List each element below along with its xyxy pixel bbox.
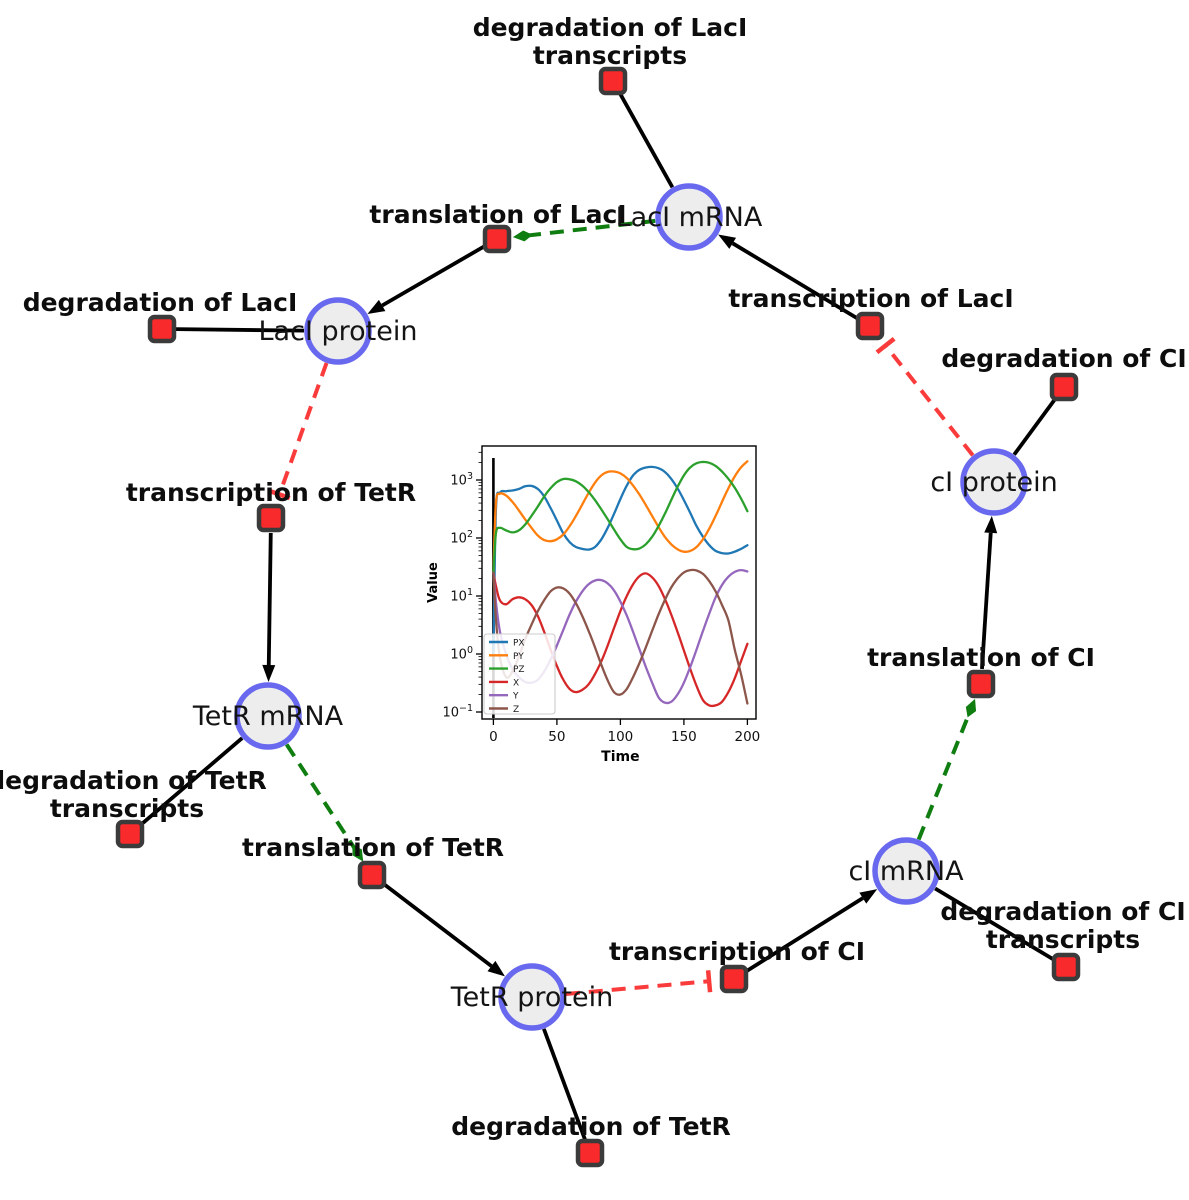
plot-series-Z — [492, 568, 749, 705]
edge-LacI_protein-transcription_TetR — [277, 362, 329, 496]
reaction-node-deg_TetR — [575, 1138, 605, 1168]
edge-transcription_CI-cI_mRNA-arrowhead-icon — [859, 889, 878, 904]
nodes-layer — [115, 66, 1081, 1168]
x-axis-label: Time — [601, 749, 639, 765]
labels-layer: degradation of LacItranscriptstranslatio… — [0, 13, 1187, 1141]
reaction-label-deg_CI_tx: degradation of CI — [940, 897, 1185, 926]
plot-series-PX — [492, 465, 749, 656]
edge-translation_CI-cI_protein — [980, 532, 993, 670]
x-tick-label: 100 — [608, 729, 634, 745]
y-tick-label: 103 — [450, 471, 473, 489]
legend-label-Z: Z — [513, 705, 519, 715]
legend-label-X: X — [513, 678, 519, 688]
species-label-cI_protein: cI protein — [930, 467, 1057, 498]
x-tick-label: 50 — [548, 729, 565, 745]
species-label-LacI_mRNA: LacI mRNA — [616, 202, 763, 233]
reaction-label-deg_CI: degradation of CI — [941, 344, 1186, 373]
reaction-label-translation_LacI: translation of LacI — [369, 200, 626, 229]
species-node-cI_mRNA — [872, 837, 940, 905]
species-node-LacI_protein — [304, 297, 372, 365]
reaction-label-deg_TetR_tx: transcripts — [50, 794, 204, 823]
edge-TetR_mRNA-translation_TetR-kite-arrowhead-icon — [352, 844, 364, 862]
edge-cI_mRNA-translation_CI — [916, 711, 972, 841]
edge-translation_CI-cI_protein-arrowhead-icon — [984, 515, 998, 534]
edge-cI_protein-deg_CI — [1012, 397, 1058, 456]
species-label-TetR_mRNA: TetR mRNA — [192, 701, 344, 732]
edge-cI_mRNA-translation_CI-kite-arrowhead-icon — [965, 698, 977, 718]
edge-LacI_mRNA-deg_LacI_tx — [618, 92, 675, 189]
edge-transcription_TetR-TetR_mRNA-arrowhead-icon — [262, 664, 276, 683]
edge-transcription_LacI-LacI_mRNA — [731, 241, 859, 320]
reaction-label-deg_LacI_tx: transcripts — [533, 41, 687, 70]
reaction-label-deg_TetR: degradation of TetR — [451, 1112, 731, 1141]
edge-transcription_LacI-LacI_mRNA-arrowhead-icon — [718, 234, 737, 249]
y-tick-label: 10−1 — [442, 703, 473, 721]
reaction-label-transcription_TetR: transcription of TetR — [126, 478, 416, 507]
species-label-cI_mRNA: cI mRNA — [848, 856, 964, 887]
reaction-label-translation_TetR: translation of TetR — [242, 833, 504, 862]
x-tick-label: 150 — [671, 729, 697, 745]
x-tick-label: 200 — [735, 729, 761, 745]
plot-series-X — [492, 571, 749, 708]
reaction-label-deg_LacI: degradation of LacI — [23, 288, 298, 317]
reaction-node-translation_TetR — [357, 860, 387, 890]
reaction-node-transcription_LacI — [855, 311, 885, 341]
reaction-label-deg_TetR_tx: degradation of TetR — [0, 766, 267, 795]
reaction-node-deg_CI_tx — [1051, 952, 1081, 982]
species-node-TetR_mRNA — [234, 682, 302, 750]
edge-cI_protein-transcription_LacI — [883, 344, 975, 457]
edge-LacI_mRNA-translation_LacI-kite-arrowhead-icon — [512, 230, 533, 242]
edge-TetR_protein-transcription_CI — [565, 979, 710, 996]
reaction-label-transcription_LacI: transcription of LacI — [728, 284, 1013, 313]
y-tick-label: 100 — [450, 645, 473, 663]
species-node-LacI_mRNA — [655, 183, 723, 251]
x-tick-label: 0 — [489, 729, 498, 745]
edge-translation_TetR-TetR_protein-arrowhead-icon — [487, 960, 505, 977]
edges-layer — [139, 92, 1058, 1141]
y-tick-label: 102 — [450, 529, 473, 547]
reaction-label-deg_LacI_tx: degradation of LacI — [473, 13, 748, 42]
edge-TetR_protein-deg_TetR — [542, 1028, 587, 1141]
species-node-cI_protein — [960, 448, 1028, 516]
reaction-node-deg_LacI — [147, 314, 177, 344]
legend-label-PX: PX — [513, 639, 525, 649]
edge-cI_mRNA-deg_CI_tx — [934, 886, 1055, 962]
edge-TetR_protein-transcription_CI-tbar-icon — [705, 970, 713, 993]
edge-TetR_mRNA-deg_TetR_tx — [139, 736, 244, 827]
y-tick-label: 101 — [450, 587, 473, 605]
legend-label-Y: Y — [512, 692, 519, 702]
edge-LacI_protein-deg_LacI — [175, 327, 305, 333]
reaction-label-translation_CI: translation of CI — [867, 643, 1095, 672]
reaction-node-deg_CI — [1049, 372, 1079, 402]
edge-transcription_TetR-TetR_mRNA — [266, 532, 273, 666]
plot-series-PZ — [492, 460, 749, 575]
reaction-node-transcription_TetR — [256, 503, 286, 533]
edge-transcription_CI-cI_mRNA — [745, 896, 864, 973]
edge-translation_LacI-LacI_protein — [381, 244, 485, 308]
legend-label-PY: PY — [513, 652, 524, 662]
reaction-label-deg_CI_tx: transcripts — [986, 925, 1140, 954]
edge-translation_LacI-LacI_protein-arrowhead-icon — [367, 299, 386, 314]
legend-label-PZ: PZ — [513, 665, 525, 675]
reaction-label-transcription_CI: transcription of CI — [609, 937, 865, 966]
edge-TetR_mRNA-translation_TetR — [284, 743, 358, 851]
species-node-TetR_protein — [498, 963, 566, 1031]
inset-plot: 103 102 101 100 10−1 0 50 100 150 200 Time Value PX P… — [426, 445, 761, 765]
reaction-node-deg_TetR_tx — [115, 819, 145, 849]
y-axis-label: Value — [426, 562, 441, 603]
species-label-TetR_protein: TetR protein — [450, 982, 613, 1013]
reaction-node-deg_LacI_tx — [598, 66, 628, 96]
edge-translation_TetR-TetR_protein — [382, 882, 493, 968]
edge-cI_protein-transcription_LacI-tbar-icon — [875, 336, 896, 355]
reaction-node-translation_LacI — [482, 224, 512, 254]
edge-LacI_protein-transcription_TetR-tbar-icon — [268, 488, 291, 501]
plot-series-PY — [492, 460, 749, 575]
reaction-node-transcription_CI — [719, 964, 749, 994]
reaction-node-translation_CI — [966, 669, 996, 699]
species-label-LacI_protein: LacI protein — [259, 316, 418, 347]
